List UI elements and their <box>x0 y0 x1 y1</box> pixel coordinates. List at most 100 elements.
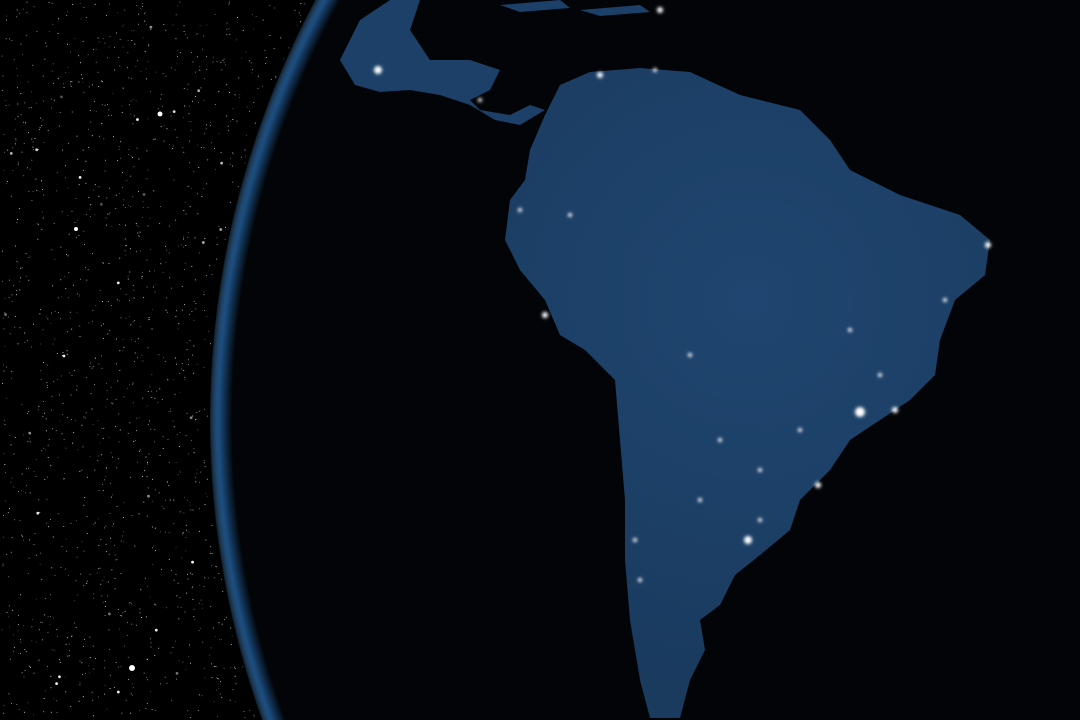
star <box>63 86 65 88</box>
star <box>109 3 111 5</box>
star <box>262 19 264 21</box>
star <box>233 666 235 668</box>
star <box>108 46 110 48</box>
star <box>11 377 13 379</box>
star <box>195 418 197 420</box>
star <box>35 178 37 180</box>
star <box>165 75 167 77</box>
star <box>220 578 222 580</box>
star <box>117 380 119 382</box>
city-light <box>688 353 692 357</box>
star <box>104 684 106 686</box>
star <box>204 466 206 468</box>
star <box>180 557 182 559</box>
star <box>93 668 95 670</box>
star <box>65 538 67 540</box>
star <box>71 111 73 113</box>
star <box>183 268 185 270</box>
star <box>218 622 220 624</box>
star <box>118 192 120 194</box>
star <box>27 167 29 169</box>
star <box>102 38 104 40</box>
star <box>19 281 21 283</box>
star <box>209 265 211 267</box>
star <box>40 343 42 345</box>
star <box>217 715 219 717</box>
star <box>53 99 55 101</box>
star <box>66 43 68 45</box>
star <box>64 165 66 167</box>
star <box>116 505 118 507</box>
star <box>19 327 21 329</box>
star <box>73 431 75 433</box>
star <box>33 672 35 674</box>
star <box>176 310 178 312</box>
star <box>9 658 11 660</box>
star <box>99 289 101 291</box>
star <box>123 204 125 206</box>
star <box>71 210 73 212</box>
star <box>166 481 168 483</box>
star <box>102 323 104 325</box>
star <box>253 28 255 30</box>
star <box>71 442 73 444</box>
star <box>117 160 119 162</box>
star <box>82 446 84 448</box>
star <box>125 317 127 319</box>
star <box>82 81 84 83</box>
star <box>91 253 93 255</box>
star <box>89 672 91 674</box>
star <box>63 477 65 479</box>
star <box>67 66 69 68</box>
star <box>192 415 194 417</box>
star <box>162 447 164 449</box>
star <box>50 594 52 596</box>
star <box>254 122 256 124</box>
star <box>124 9 126 11</box>
star <box>152 563 154 565</box>
star <box>118 148 120 150</box>
star <box>204 577 206 579</box>
city-light <box>758 468 762 472</box>
star <box>28 107 30 109</box>
star <box>181 309 183 311</box>
star <box>167 438 169 440</box>
star <box>163 125 165 127</box>
star <box>130 693 132 695</box>
star <box>28 132 30 134</box>
city-light <box>568 213 572 217</box>
star <box>24 341 26 343</box>
star <box>142 360 144 362</box>
star <box>76 556 78 558</box>
star <box>23 625 25 627</box>
star <box>106 224 108 226</box>
south-america <box>505 68 990 718</box>
star <box>189 105 191 107</box>
star <box>189 340 191 342</box>
star <box>159 455 161 457</box>
star <box>192 586 194 588</box>
star <box>175 357 177 359</box>
star <box>232 118 234 120</box>
star <box>180 606 182 608</box>
star <box>102 490 104 492</box>
star <box>127 39 129 41</box>
star <box>175 316 177 318</box>
city-light <box>878 373 882 377</box>
star <box>173 426 175 428</box>
star <box>83 550 85 552</box>
star <box>228 3 230 5</box>
star <box>95 48 97 50</box>
star <box>130 248 132 250</box>
star <box>6 181 8 183</box>
star <box>199 482 201 484</box>
star <box>299 15 301 17</box>
star <box>221 697 223 699</box>
star <box>28 665 30 667</box>
star <box>83 416 85 418</box>
city-light <box>798 428 802 432</box>
star <box>157 108 159 110</box>
star <box>193 345 195 347</box>
star <box>131 40 133 42</box>
star <box>55 430 57 432</box>
